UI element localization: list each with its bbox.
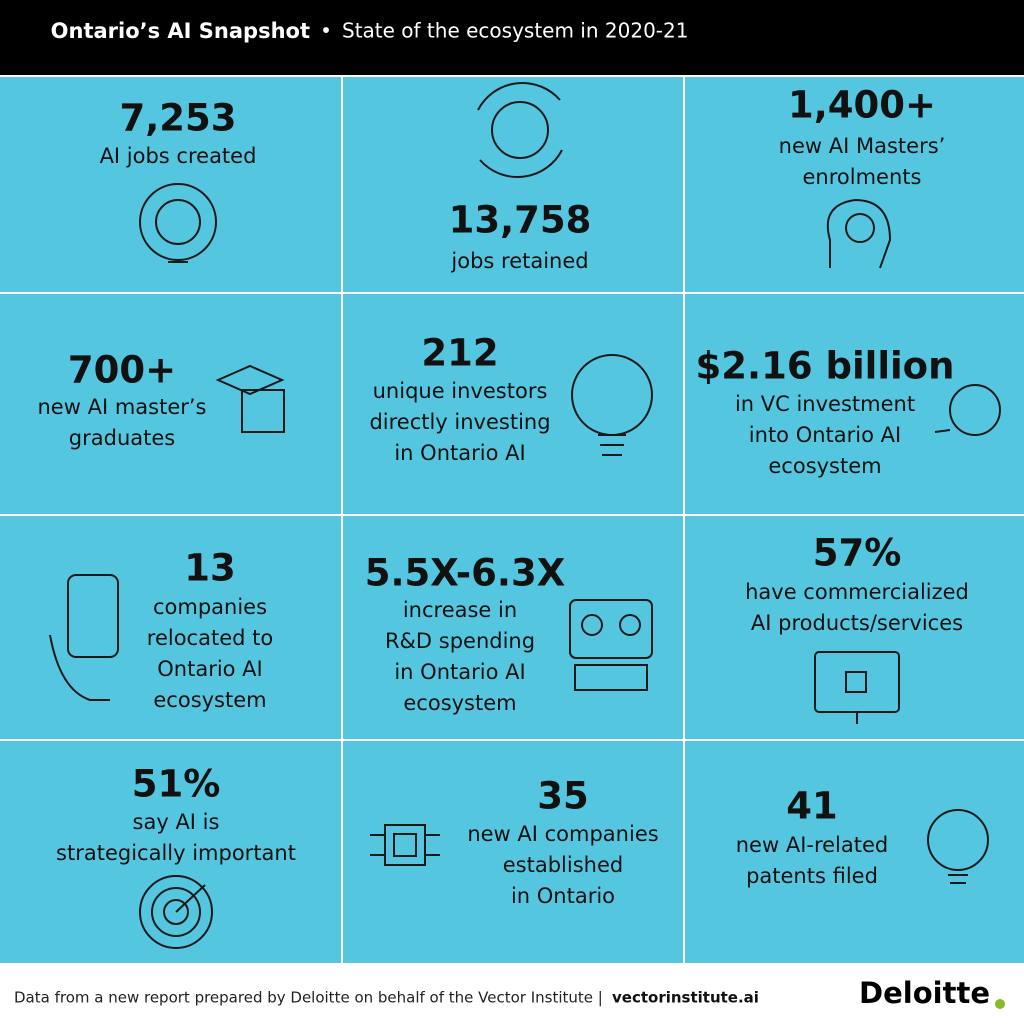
footer-link[interactable]: vectorinstitute.ai <box>612 989 759 1007</box>
grid-background <box>0 75 1024 965</box>
stat-description: patents filed <box>746 864 878 888</box>
stat-value: 13,758 <box>449 199 592 242</box>
stat-value: 7,253 <box>119 97 236 140</box>
stat-description: R&D spending <box>385 629 535 653</box>
stat-description: in Ontario AI <box>394 441 525 465</box>
stat-value: 13 <box>184 547 236 590</box>
header-subtitle: State of the ecosystem in 2020-21 <box>342 19 688 43</box>
stat-value: 57% <box>813 532 902 575</box>
stat-description: companies <box>153 595 267 619</box>
stat-description: ecosystem <box>153 688 266 712</box>
stat-description: jobs retained <box>450 249 588 273</box>
stat-description: strategically important <box>56 841 296 865</box>
stat-value: $2.16 billion <box>696 345 955 388</box>
stat-description: new AI companies <box>467 822 658 846</box>
stat-description: in VC investment <box>735 392 915 416</box>
footer-note: Data from a new report prepared by Deloi… <box>14 989 603 1007</box>
stat-value: 41 <box>786 785 838 828</box>
stat-value: 35 <box>537 775 589 818</box>
stat-description: new AI Masters’ <box>779 134 946 158</box>
stat-description: have commercialized <box>745 580 969 604</box>
stat-value: 1,400+ <box>788 84 936 127</box>
stat-description: AI products/services <box>751 611 963 635</box>
stat-description: in Ontario <box>511 884 615 908</box>
stat-description: new AI-related <box>736 833 889 857</box>
logo-dot <box>995 999 1005 1009</box>
stat-description: unique investors <box>373 379 548 403</box>
stat-value: 51% <box>132 763 221 806</box>
deloitte-logo: Deloitte <box>859 976 990 1010</box>
stat-description: say AI is <box>133 810 220 834</box>
stat-description: AI jobs created <box>100 144 257 168</box>
stat-description: increase in <box>403 598 517 622</box>
stat-description: in Ontario AI <box>394 660 525 684</box>
icons <box>49 82 1001 949</box>
stat-value: 700+ <box>68 349 176 392</box>
stat-description: Ontario AI <box>157 657 263 681</box>
stat-description: graduates <box>69 426 175 450</box>
header-bar <box>0 0 1024 75</box>
stat-description: established <box>503 853 623 877</box>
stat-description: enrolments <box>803 165 922 189</box>
header-separator: • <box>320 19 332 43</box>
stat-description: into Ontario AI <box>749 423 901 447</box>
stat-description: directly investing <box>369 410 550 434</box>
stat-value: 5.5X-6.3X <box>365 552 565 595</box>
grid-dividers <box>0 75 1024 965</box>
stat-description: relocated to <box>147 626 273 650</box>
stat-description: new AI master’s <box>38 395 207 419</box>
stat-value: 212 <box>421 332 498 375</box>
stat-description: ecosystem <box>403 691 516 715</box>
stat-description: ecosystem <box>768 454 881 478</box>
header-title: Ontario’s AI Snapshot <box>51 19 310 43</box>
